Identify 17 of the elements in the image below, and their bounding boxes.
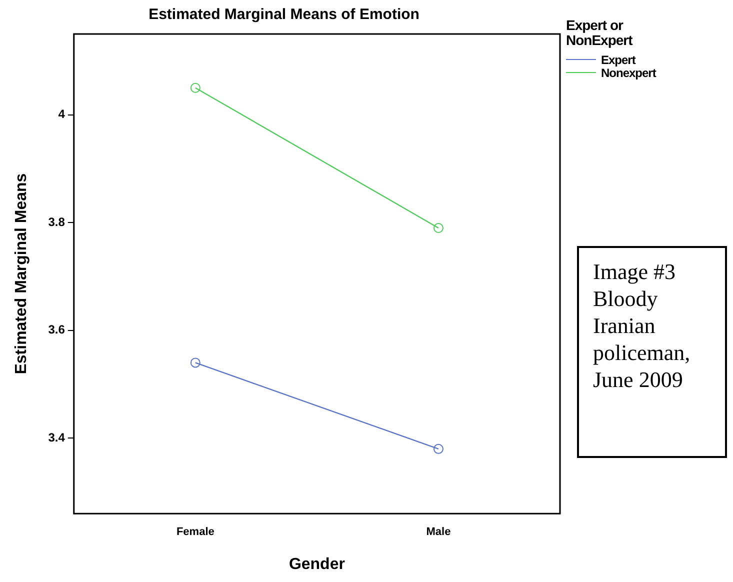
legend-label: Nonexpert [601, 66, 656, 80]
y-tick-label: 4 [58, 107, 66, 122]
x-tick-label: Female [176, 526, 214, 538]
point [190, 82, 200, 93]
legend-title: Expert or NonExpert [566, 17, 634, 48]
legend-label: Expert [601, 52, 636, 66]
y-axis-title: Estimated Marginal Means [13, 173, 30, 374]
x-axis-title: Gender [288, 556, 345, 573]
point [190, 358, 200, 368]
y-tick-label: 3.6 [48, 322, 66, 337]
chart-title: Estimated Marginal Means of Emotion [148, 6, 420, 24]
point [433, 222, 444, 233]
y-tick-label: 3.8 [48, 214, 66, 229]
x-tick-label: Male [426, 526, 451, 538]
text: Image #3 Bloody Iranian policeman, June 2009 [577, 246, 727, 458]
y-tick-label: 3.4 [48, 430, 66, 444]
point [433, 444, 444, 454]
